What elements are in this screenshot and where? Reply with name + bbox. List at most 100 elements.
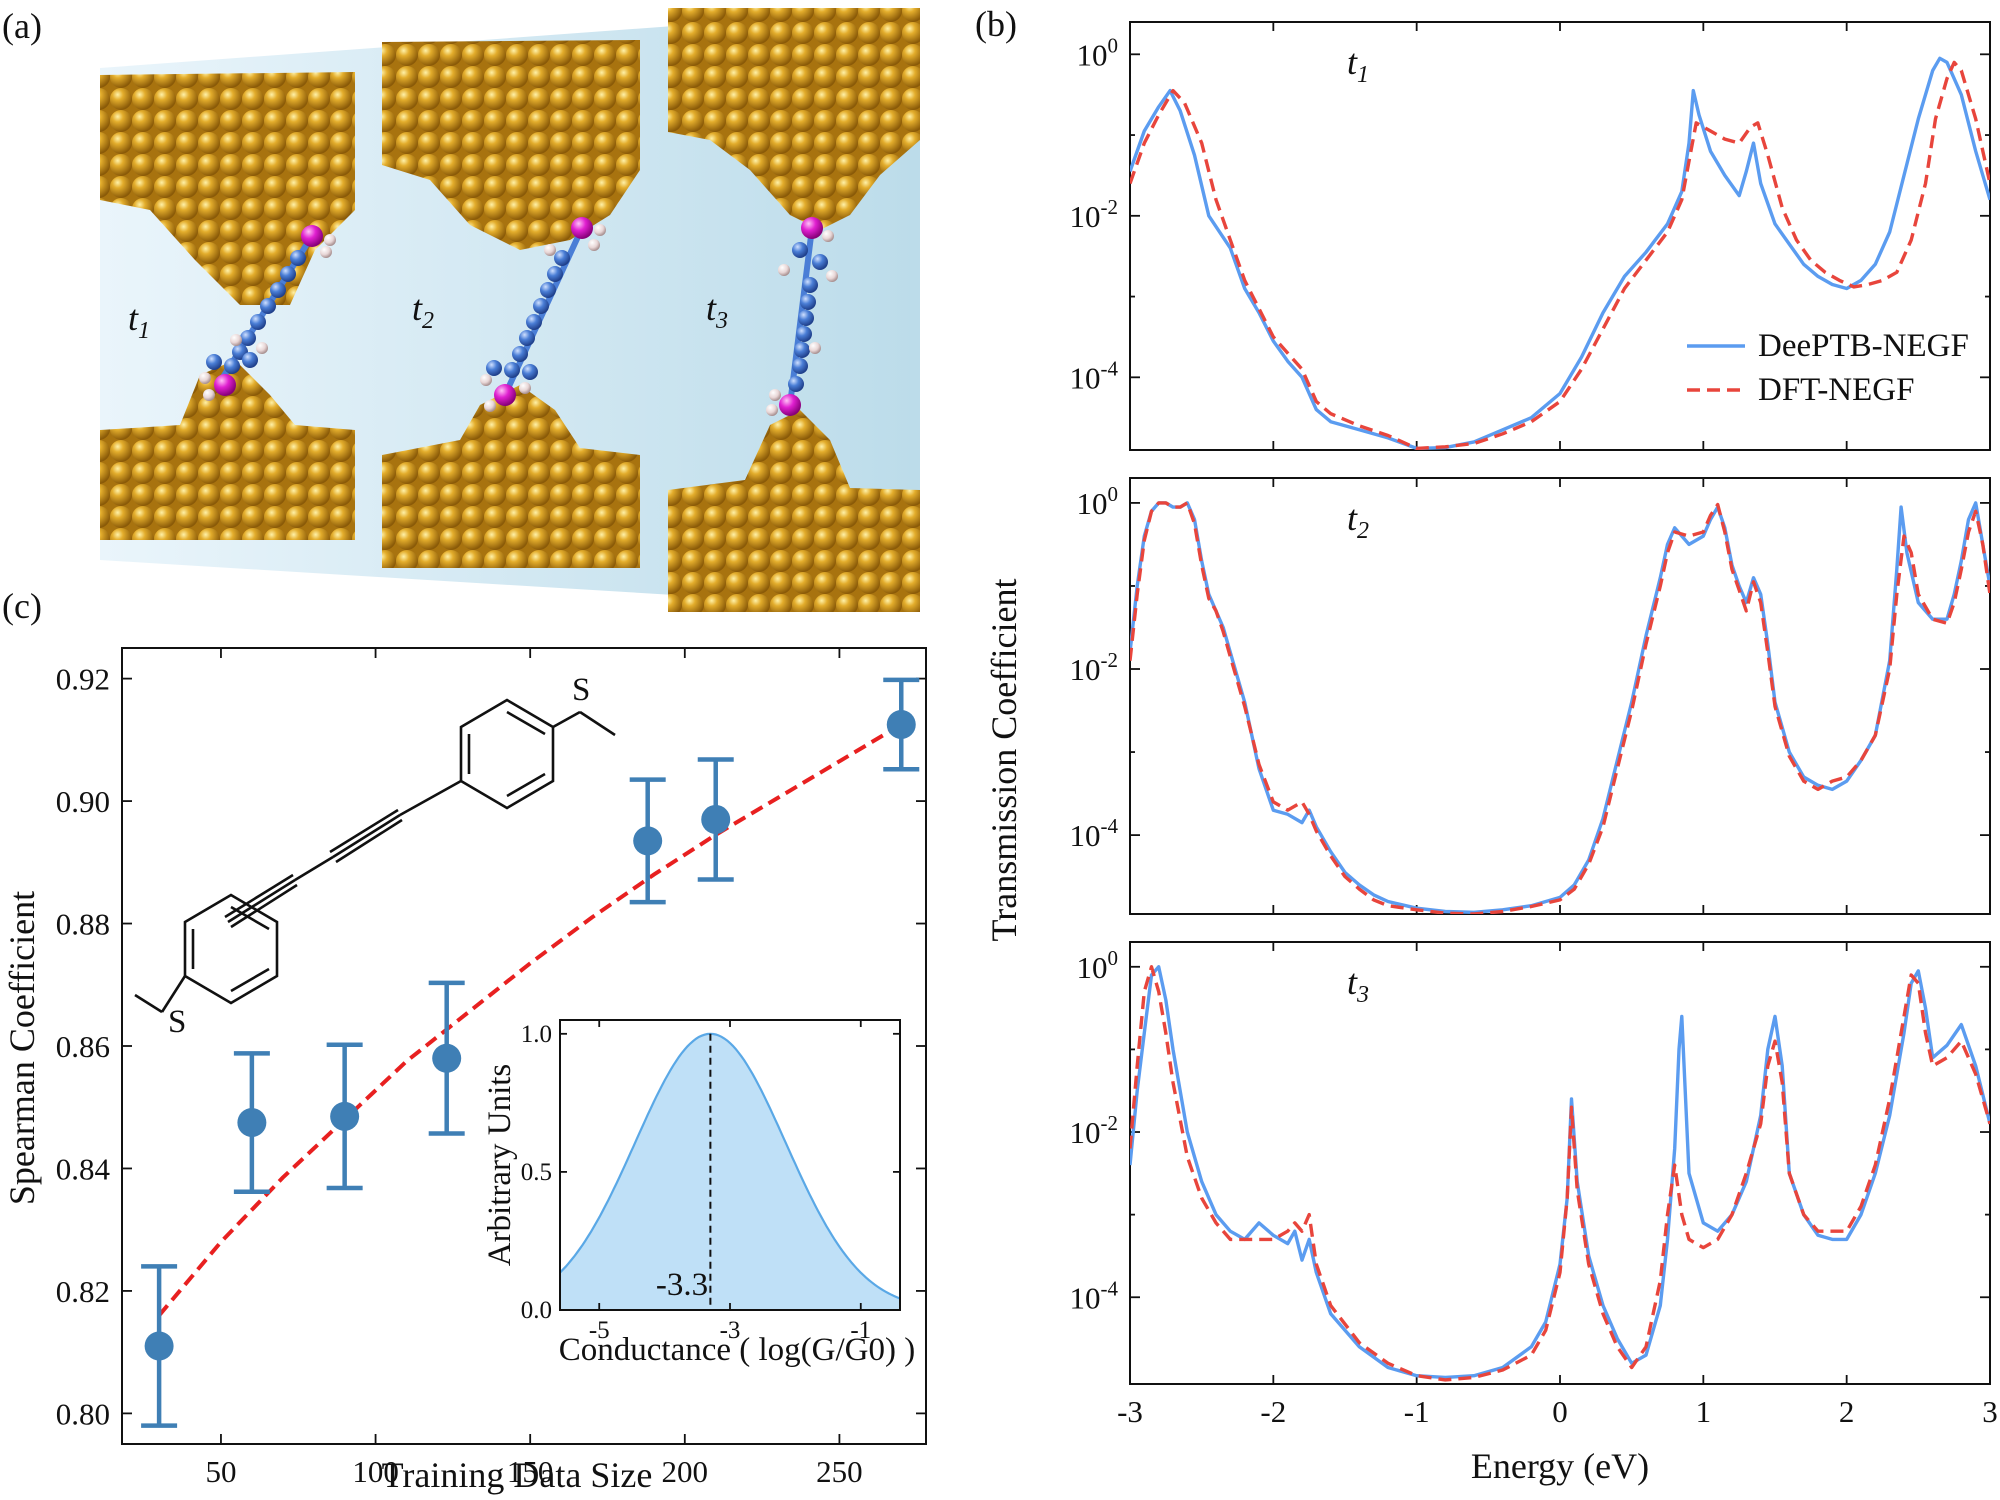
panel-a-junction-snapshots: (a) t1 [2, 6, 920, 612]
x-tick-label: 100 [352, 1454, 399, 1489]
benzene-ring-top [459, 698, 555, 810]
inset-y-tick-label: 0.0 [521, 1297, 552, 1324]
data-point [237, 1108, 267, 1138]
junction-t2: t2 [382, 40, 640, 568]
inset-y-tick-label: 1.0 [521, 1021, 552, 1048]
subplot-label: t2 [1347, 498, 1369, 544]
data-point [633, 826, 663, 856]
inset-x-tick-label: -1 [850, 1317, 871, 1344]
panel-b-tag: (b) [975, 4, 1017, 44]
conductance-histogram-inset: -5 -3 -1 0.0 0.5 1.0 [521, 1019, 901, 1344]
transmission-subplot-t1: 100 10-2 10-4 t1 [1070, 21, 1991, 451]
gold-electrode-top-t1 [100, 72, 355, 305]
molecule-t2 [480, 217, 606, 412]
inset-peak-label: -3.3 [656, 1267, 708, 1303]
plot-frame [1129, 477, 1991, 915]
sulfur-atom [801, 217, 823, 239]
panel-a-tag: (a) [2, 6, 42, 46]
panel-b-legend: DeePTB-NEGF DFT-NEGF [1687, 328, 1969, 408]
panel-b-xlabel: Energy (eV) [1471, 1446, 1649, 1486]
x-tick-label: 200 [662, 1454, 709, 1489]
snapshot-label-t3: t3 [706, 288, 728, 334]
gold-electrode-top-t2 [382, 40, 640, 250]
inset-x-tick-label: -3 [720, 1317, 741, 1344]
data-point [144, 1331, 174, 1361]
y-tick-label: 0.84 [56, 1151, 111, 1186]
sulfur-atom [494, 384, 516, 406]
sulfur-atom [214, 374, 236, 396]
subplot-label: t3 [1347, 962, 1369, 1008]
histogram-fill [560, 1033, 900, 1310]
x-tick-label: 1 [1696, 1394, 1712, 1429]
transmission-subplot-t3: -3 -2 -1 0 1 2 3 100 10-2 10-4 t3 [1070, 941, 1998, 1429]
panel-b-ylabel: Transmission Coefficient [984, 578, 1024, 941]
gold-electrode-bottom-t1 [100, 360, 355, 540]
x-tick-label: 150 [507, 1454, 554, 1489]
deeptb-negf-line [1130, 965, 1990, 1380]
panel-c-xlabel: Training Data Size [382, 1455, 653, 1495]
y-tick-label: 0.88 [56, 907, 110, 942]
junction-t3: t3 [668, 8, 920, 612]
y-tick-label: 10-4 [1070, 1276, 1119, 1315]
y-tick-label: 10-2 [1070, 648, 1119, 687]
plot-frame [1129, 941, 1991, 1385]
data-point [330, 1101, 360, 1131]
deeptb-negf-line [1130, 501, 1990, 914]
snapshot-label-t1: t1 [128, 298, 150, 344]
sulfur-label-top: S [572, 672, 590, 708]
x-tick-label: 3 [1982, 1394, 1998, 1429]
x-tick-label: -1 [1404, 1394, 1430, 1429]
benzene-ring-bottom [183, 893, 279, 1005]
panel-c-spearman: (c) Spearman Coefficient Training Data S… [2, 586, 927, 1495]
data-point [432, 1043, 462, 1073]
legend-label-deeptb: DeePTB-NEGF [1758, 328, 1969, 364]
x-tick-label: -3 [1117, 1394, 1143, 1429]
x-tick-label: 0 [1552, 1394, 1568, 1429]
density-curve [560, 1032, 900, 1300]
inset-y-tick-label: 0.5 [521, 1159, 552, 1186]
dft-negf-line [1130, 965, 1990, 1382]
y-tick-label: 0.82 [56, 1274, 110, 1309]
sulfur-atom [571, 217, 593, 239]
x-tick-label: 2 [1839, 1394, 1855, 1429]
y-tick-label: 0.90 [56, 784, 110, 819]
legend-label-dft: DFT-NEGF [1758, 372, 1914, 408]
transmission-subplot-t2: 100 10-2 10-4 t2 [1070, 477, 1991, 915]
panel-c-ylabel: Spearman Coefficient [2, 891, 42, 1205]
y-tick-label: 0.80 [56, 1396, 110, 1431]
inset-xlabel: Conductance ( log(G/G0) ) [559, 1332, 915, 1368]
y-tick-label: 100 [1077, 482, 1119, 521]
y-tick-label: 100 [1077, 946, 1119, 985]
inset-x-tick-label: -5 [589, 1317, 610, 1344]
snapshot-label-t2: t2 [412, 288, 434, 334]
molecule-t3 [766, 217, 838, 416]
panel-c-tag: (c) [2, 586, 42, 626]
x-tick-label: 250 [816, 1454, 863, 1489]
junction-t1: t1 [100, 72, 355, 540]
dft-negf-line [1130, 60, 1990, 450]
data-point [701, 804, 731, 834]
gold-electrode-bottom-t3 [668, 410, 920, 612]
inset-ylabel: Arbitrary Units [482, 1064, 518, 1267]
subplot-label: t1 [1347, 42, 1369, 88]
molecule-structure [134, 698, 616, 1014]
y-tick-label: 10-4 [1070, 814, 1119, 853]
deeptb-negf-line [1130, 56, 1990, 450]
y-tick-label: 100 [1077, 33, 1119, 72]
spearman-plot: 50 100 150 200 250 0.80 0.82 0.84 0.86 0.88 0.90 0.… [56, 647, 927, 1489]
gold-electrode-bottom-t2 [382, 385, 640, 568]
dft-negf-line [1130, 501, 1990, 914]
sulfur-atom [779, 394, 801, 416]
panel-b-transmission: (b) Transmission Coefficient Energy (eV)… [975, 4, 1998, 1486]
sulfur-atom [301, 225, 323, 247]
y-tick-label: 0.92 [56, 662, 110, 697]
y-tick-label: 10-4 [1070, 356, 1119, 395]
data-point [886, 710, 916, 740]
x-tick-label: -2 [1260, 1394, 1286, 1429]
y-tick-label: 0.86 [56, 1029, 110, 1064]
gold-electrode-top-t3 [668, 8, 920, 230]
y-tick-label: 10-2 [1070, 195, 1119, 234]
fit-curve [157, 722, 903, 1317]
x-tick-label: 50 [205, 1454, 236, 1489]
